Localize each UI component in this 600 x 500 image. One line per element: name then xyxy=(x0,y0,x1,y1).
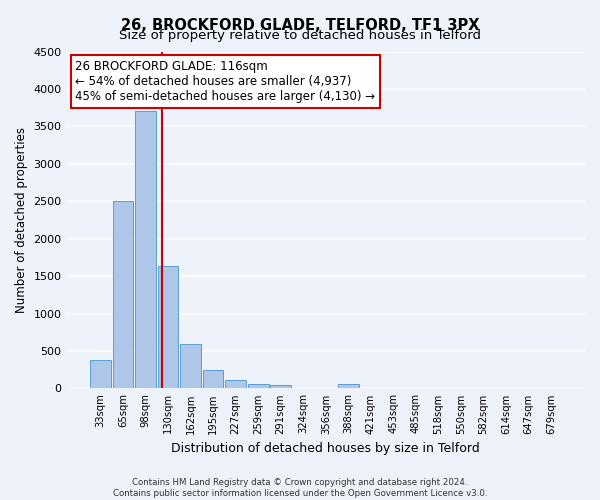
Text: 26, BROCKFORD GLADE, TELFORD, TF1 3PX: 26, BROCKFORD GLADE, TELFORD, TF1 3PX xyxy=(121,18,479,32)
Bar xyxy=(90,360,111,388)
Bar xyxy=(271,386,291,388)
Bar xyxy=(248,384,269,388)
Bar xyxy=(338,384,359,388)
Bar xyxy=(113,201,133,388)
Bar xyxy=(225,380,246,388)
Bar xyxy=(180,344,201,388)
X-axis label: Distribution of detached houses by size in Telford: Distribution of detached houses by size … xyxy=(172,442,480,455)
Text: Contains HM Land Registry data © Crown copyright and database right 2024.
Contai: Contains HM Land Registry data © Crown c… xyxy=(113,478,487,498)
Bar xyxy=(135,112,156,388)
Y-axis label: Number of detached properties: Number of detached properties xyxy=(15,127,28,313)
Text: Size of property relative to detached houses in Telford: Size of property relative to detached ho… xyxy=(119,29,481,42)
Bar xyxy=(203,370,223,388)
Bar xyxy=(158,266,178,388)
Text: 26 BROCKFORD GLADE: 116sqm
← 54% of detached houses are smaller (4,937)
45% of s: 26 BROCKFORD GLADE: 116sqm ← 54% of deta… xyxy=(76,60,376,103)
